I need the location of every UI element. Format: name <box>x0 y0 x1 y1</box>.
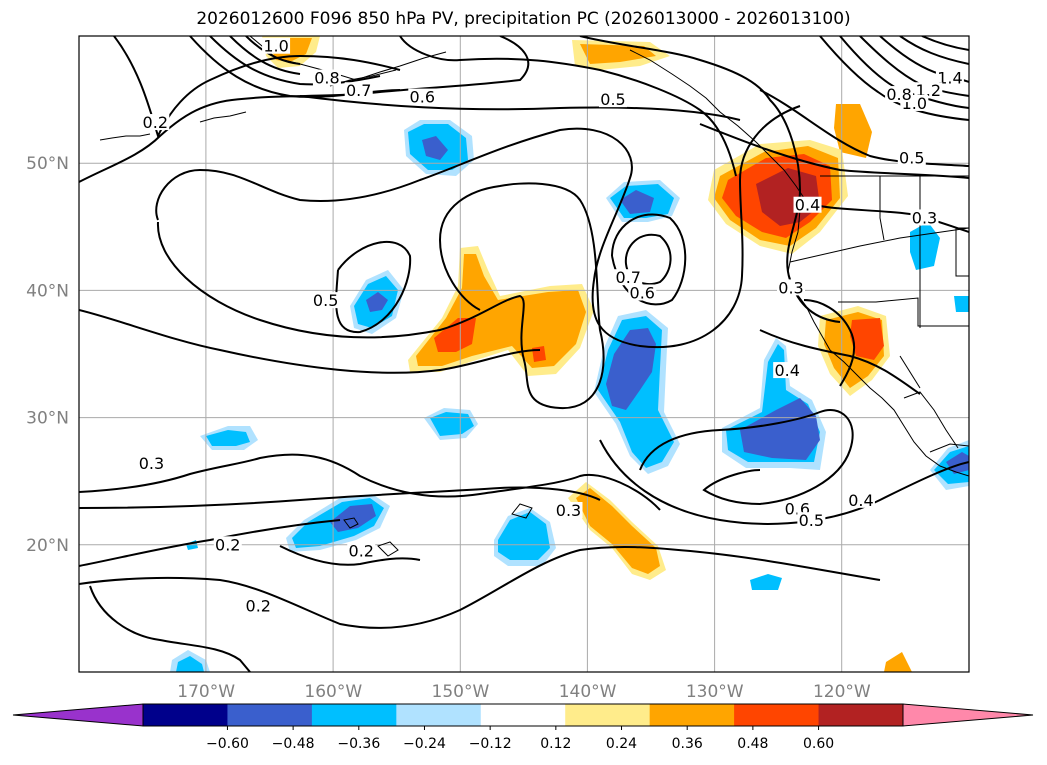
contour-label: 0.2 <box>246 596 271 615</box>
gridlines <box>79 36 969 672</box>
contour-label-background <box>777 279 805 296</box>
colorbar-segment <box>143 704 228 726</box>
colorbar-outline <box>142 703 904 727</box>
lon-tick-label: 150°W <box>432 682 490 702</box>
contour-label-background <box>599 91 627 108</box>
contour-label: 0.3 <box>139 454 164 473</box>
contour-label: 0.5 <box>313 291 338 310</box>
colorbar-tick-label: −0.48 <box>272 736 315 752</box>
contour-label: 0.7 <box>616 268 641 287</box>
contour-label-background <box>773 362 802 379</box>
contour-label-background <box>554 502 583 518</box>
latitude-labels: 20°N 30°N 40°N 50°N <box>26 154 69 556</box>
contour-label: 0.4 <box>795 196 820 215</box>
lat-tick-label: 20°N <box>26 536 69 556</box>
contour-label-background <box>137 454 166 471</box>
lon-tick-label: 140°W <box>559 682 617 702</box>
contour-label-background <box>628 284 657 301</box>
colorbar-tick-label: −0.12 <box>469 736 512 752</box>
contour-label: 0.5 <box>799 511 824 530</box>
colorbar-tick-label: −0.60 <box>206 736 249 752</box>
contour-label: 1.4 <box>937 69 962 88</box>
contour-label: 0.5 <box>899 149 924 168</box>
contour-label: 0.4 <box>848 491 873 510</box>
lon-tick-label: 170°W <box>177 682 235 702</box>
contour-label: 0.2 <box>215 535 240 554</box>
colorbar: −0.60 −0.48 −0.36 −0.24 −0.12 0.12 0.24 0.36 0.4… <box>12 703 1034 752</box>
colorbar-segment <box>818 704 904 726</box>
colorbar-tick-label: 0.60 <box>803 736 834 752</box>
contour-label-background <box>312 69 341 86</box>
contour-label: 0.3 <box>912 208 937 227</box>
contour-label-background <box>141 114 170 131</box>
colorbar-extend-max <box>902 703 1034 727</box>
contour-label-background <box>793 196 822 213</box>
contour-label: 0.8 <box>314 69 339 88</box>
contour-label-background <box>244 597 273 614</box>
contour-label: 0.5 <box>600 90 625 109</box>
pv-contour-labels: 0.21.00.80.7 0.6 0.51.41.21.00.80.50.30.40… <box>137 37 964 615</box>
colorbar-tick-label: 0.48 <box>737 736 768 752</box>
colorbar-tick-label: −0.36 <box>337 736 380 752</box>
colorbar-segment <box>227 704 313 726</box>
contour-label: 0.6 <box>410 88 435 107</box>
colorbar-segment <box>480 704 566 726</box>
contour-label-background <box>897 149 926 166</box>
colorbar-tick-label: 0.24 <box>606 736 637 752</box>
colorbar-extend-min <box>12 703 144 727</box>
contour-label-background <box>262 37 291 54</box>
lon-tick-label: 160°W <box>304 682 362 702</box>
contour-label: 0.8 <box>886 85 911 104</box>
lon-tick-label: 120°W <box>813 682 871 702</box>
lat-tick-label: 50°N <box>26 154 69 174</box>
contour-label-background <box>797 512 826 529</box>
colorbar-segment <box>311 704 397 726</box>
longitude-labels: 170°W 160°W 150°W 140°W 130°W 120°W <box>177 682 871 702</box>
contour-label-background <box>213 536 242 553</box>
contour-label-background <box>614 269 643 286</box>
contour-label-background <box>910 209 939 226</box>
lat-tick-label: 40°N <box>26 281 69 301</box>
contour-label-background <box>935 69 964 86</box>
lon-tick-label: 130°W <box>686 682 744 702</box>
contour-label: 1.0 <box>263 37 288 56</box>
contour-label-background <box>311 292 340 309</box>
contour-label: 0.3 <box>556 501 581 520</box>
contour-label-background <box>846 491 875 508</box>
colorbar-segment <box>396 704 482 726</box>
contour-label-background <box>408 88 437 105</box>
contour-label-background <box>914 82 943 99</box>
colorbar-segment <box>565 704 651 726</box>
colorbar-segment <box>734 704 820 726</box>
contour-label-background <box>344 82 373 99</box>
colorbar-tick-label: 0.12 <box>540 736 571 752</box>
colorbar-tick-label: 0.36 <box>672 736 703 752</box>
lat-tick-label: 30°N <box>26 409 69 429</box>
contour-label: 0.2 <box>143 113 168 132</box>
contour-label-background <box>347 542 376 559</box>
contour-label: 0.3 <box>778 278 803 297</box>
map-frame <box>78 35 970 673</box>
chart-title: 2026012600 F096 850 hPa PV, precipitatio… <box>196 9 851 29</box>
colorbar-segment <box>649 704 735 726</box>
colorbar-tick-label: −0.24 <box>403 736 446 752</box>
contour-label: 0.6 <box>630 283 655 302</box>
contour-label: 0.7 <box>346 81 371 100</box>
contour-label: 0.2 <box>349 542 374 561</box>
contour-label: 0.4 <box>774 361 799 380</box>
contour-label-background <box>885 86 914 103</box>
